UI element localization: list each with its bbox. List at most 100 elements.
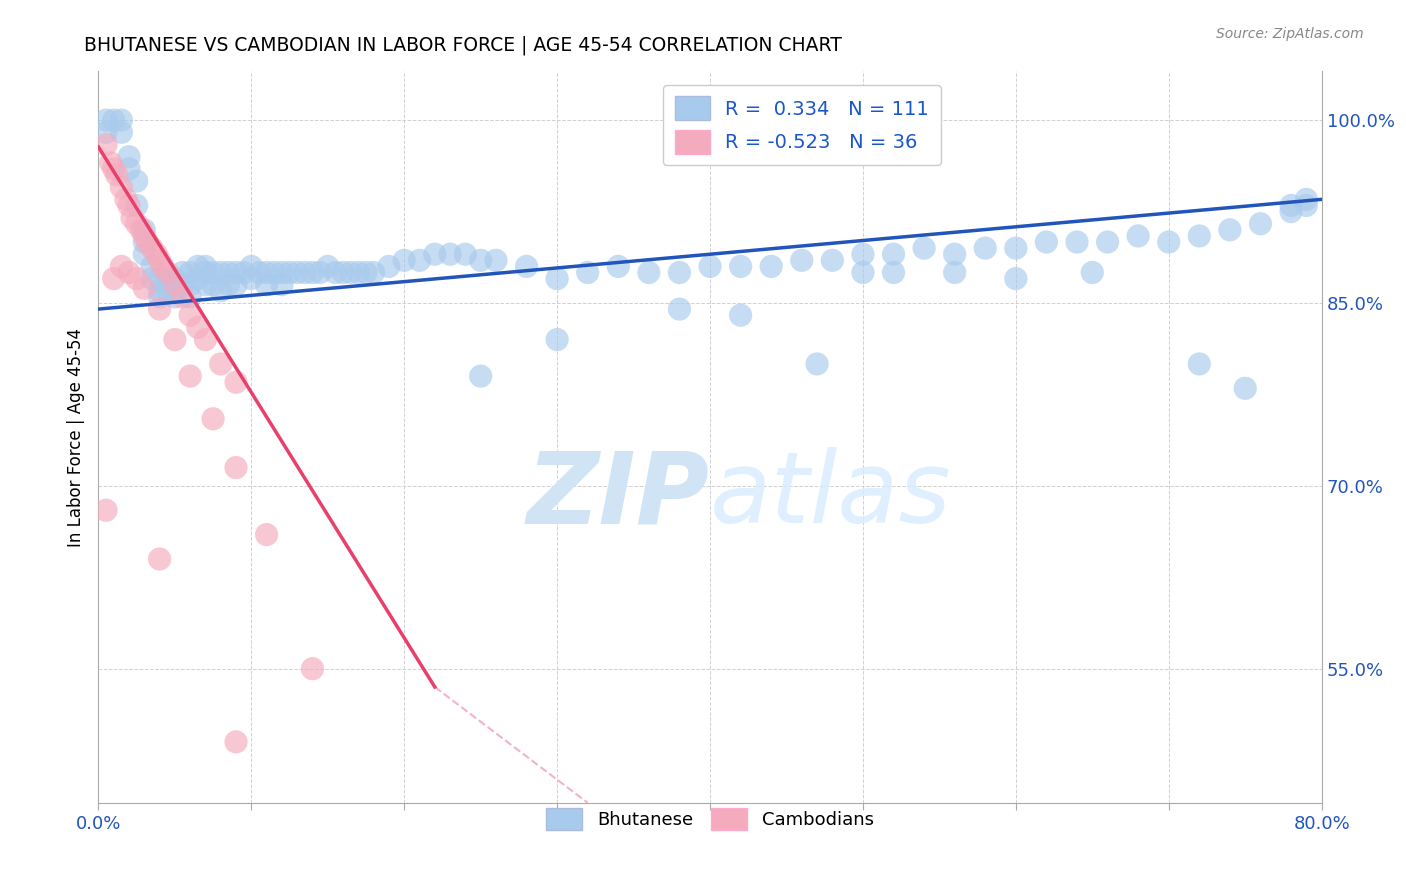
Point [730,308,752,322]
Point [149,290,172,304]
Point [1279,204,1302,219]
Point [790,253,813,268]
Point [806,357,828,371]
Point [294,265,316,279]
Point [576,265,599,279]
Point [256,277,278,292]
Point [136,235,159,249]
Point [202,277,225,292]
Point [194,333,217,347]
Point [974,241,997,255]
Point [105,168,128,182]
Point [194,265,217,279]
Point [217,265,239,279]
Point [668,301,690,317]
Point [118,161,141,176]
Point [1004,271,1026,285]
Point [546,271,568,285]
Point [103,271,125,285]
Point [485,253,508,268]
Point [354,265,377,279]
Point [172,290,194,304]
Point [141,271,163,285]
Point [156,284,179,298]
Point [149,284,172,298]
Point [1004,241,1026,255]
Text: ZIP: ZIP [527,447,710,544]
Point [852,247,875,261]
Point [110,113,132,128]
Point [152,260,174,274]
Point [187,260,209,274]
Point [141,260,163,274]
Point [209,265,232,279]
Point [1066,235,1088,249]
Point [240,260,263,274]
Legend: Bhutanese, Cambodians: Bhutanese, Cambodians [538,801,882,838]
Point [134,247,156,261]
Point [516,260,538,274]
Point [730,260,752,274]
Point [546,333,568,347]
Point [1188,228,1211,243]
Point [209,357,232,371]
Point [225,460,247,475]
Point [285,265,308,279]
Point [179,277,201,292]
Point [163,284,186,298]
Point [141,241,163,255]
Point [1188,357,1211,371]
Point [163,333,186,347]
Point [194,277,217,292]
Point [325,265,347,279]
Point [149,301,172,317]
Point [1157,235,1180,249]
Point [454,247,477,261]
Point [94,137,117,152]
Point [232,265,254,279]
Point [470,369,492,384]
Point [883,265,905,279]
Point [1128,228,1150,243]
Point [759,260,782,274]
Point [118,265,141,279]
Point [607,260,630,274]
Point [110,125,132,139]
Point [270,277,292,292]
Point [149,253,172,268]
Point [156,271,179,285]
Point [1081,265,1104,279]
Point [103,161,125,176]
Point [110,180,132,194]
Point [179,265,201,279]
Point [339,265,361,279]
Point [100,155,122,169]
Y-axis label: In Labor Force | Age 45-54: In Labor Force | Age 45-54 [66,327,84,547]
Point [247,265,270,279]
Point [408,253,430,268]
Point [309,265,332,279]
Point [668,265,690,279]
Point [225,277,247,292]
Point [699,260,721,274]
Point [134,228,156,243]
Point [163,290,186,304]
Point [145,247,167,261]
Point [912,241,935,255]
Point [270,265,292,279]
Point [115,192,138,206]
Point [1295,192,1317,206]
Point [263,265,285,279]
Point [316,260,339,274]
Point [134,235,156,249]
Point [225,265,247,279]
Point [134,281,156,295]
Point [202,265,225,279]
Point [943,265,966,279]
Point [118,198,141,212]
Point [149,552,172,566]
Point [125,198,148,212]
Point [179,369,201,384]
Point [225,735,247,749]
Point [129,223,152,237]
